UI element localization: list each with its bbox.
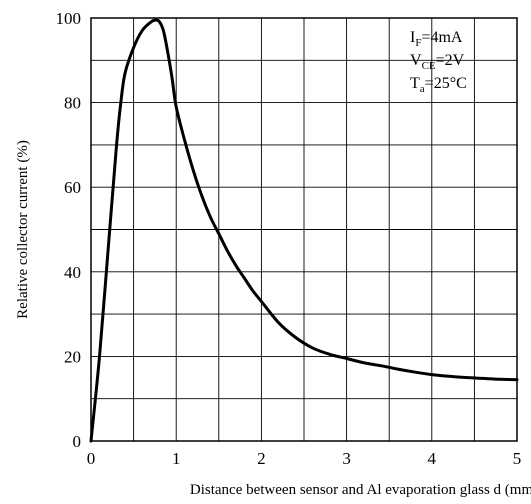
y-tick-label: 0 — [73, 432, 82, 451]
x-tick-labels: 0 1 2 3 4 5 — [87, 449, 522, 468]
series-line — [89, 18, 519, 443]
condition-label: IF=4mA — [410, 29, 463, 49]
x-axis-label: Distance between sensor and Al evaporati… — [190, 482, 531, 498]
plot-frame — [90, 17, 518, 442]
x-tick-label: 3 — [342, 449, 351, 468]
conditions-annotation: IF=4mA VCE=2V Ta=25°C — [410, 29, 467, 95]
x-tick-label: 5 — [513, 449, 522, 468]
y-tick-label: 100 — [56, 9, 82, 28]
y-axis-label: Relative collector current (%) — [15, 140, 31, 319]
y-tick-labels: 0 20 40 60 80 100 — [56, 9, 82, 451]
y-tick-label: 80 — [64, 94, 81, 113]
condition-label: VCE=2V — [410, 52, 465, 72]
x-tick-label: 4 — [428, 449, 437, 468]
y-tick-label: 20 — [64, 347, 81, 366]
x-tick-label: 1 — [172, 449, 181, 468]
x-tick-label: 2 — [257, 449, 266, 468]
y-tick-label: 40 — [64, 263, 81, 282]
y-tick-label: 60 — [64, 178, 81, 197]
grid — [91, 18, 517, 441]
condition-label: Ta=25°C — [410, 75, 467, 95]
x-tick-label: 0 — [87, 449, 96, 468]
